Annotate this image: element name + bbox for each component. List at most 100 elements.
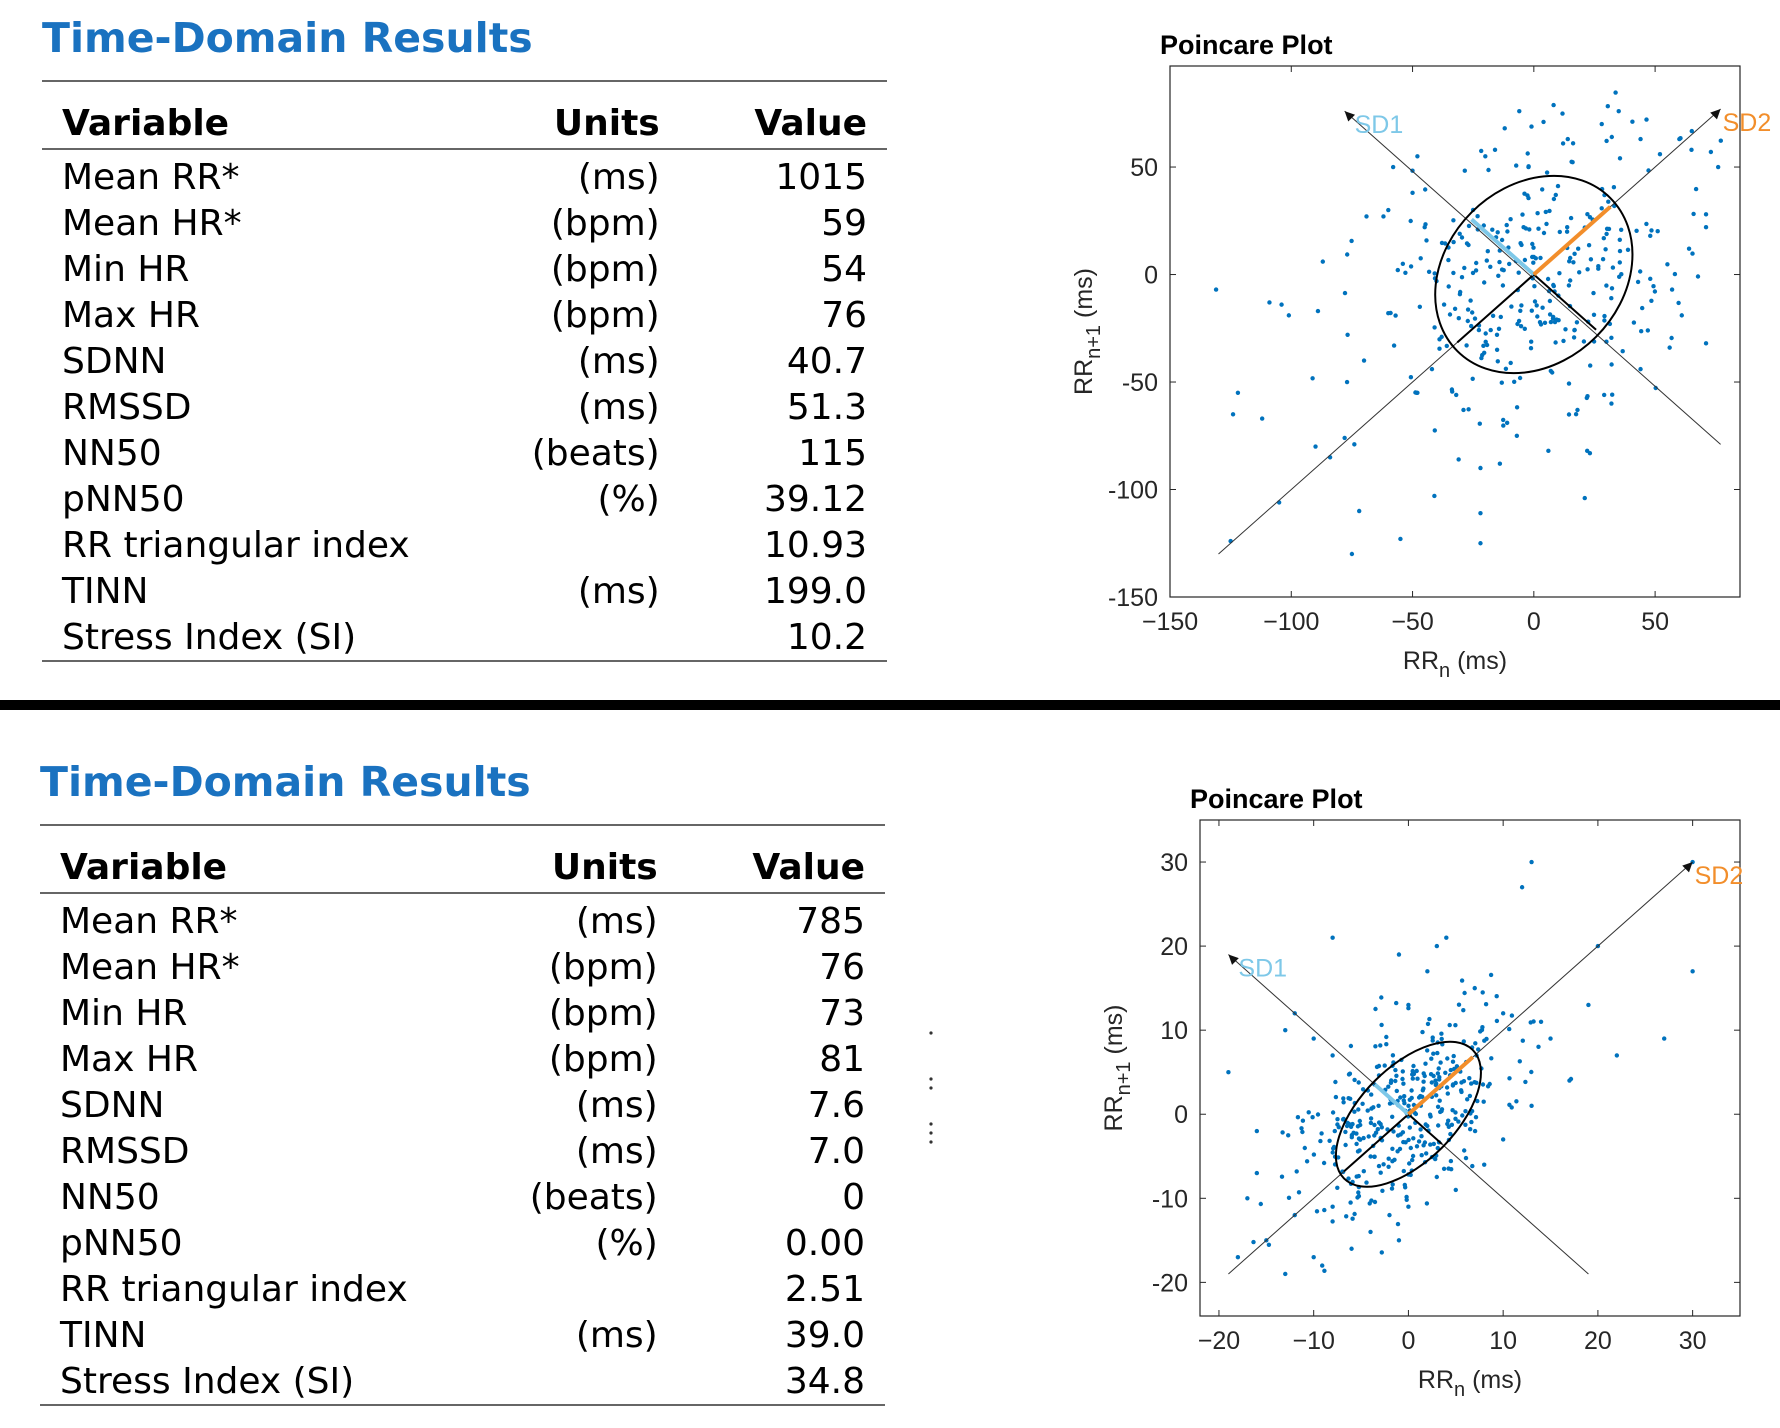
scatter-point [1396, 952, 1402, 957]
scatter-point [1407, 1125, 1412, 1130]
scatter-point [1456, 316, 1461, 321]
scatter-point [1606, 199, 1611, 204]
scatter-point [1384, 1034, 1389, 1040]
scatter-point [1472, 316, 1478, 321]
cell-units: (ms) [575, 1084, 658, 1126]
scatter-point [1354, 1131, 1359, 1136]
poincare-plot-chart: Poincare Plot −150 −100 −50 0 50 -150 -100 -50 0 5… [1070, 30, 1771, 682]
scatter-point [1456, 1119, 1461, 1124]
scatter-point [1480, 1025, 1485, 1030]
scatter-point [1459, 235, 1465, 240]
scatter-point [1435, 1145, 1440, 1151]
scatter-point [1588, 257, 1594, 262]
sd1-label: SD1 [1238, 955, 1287, 983]
cell-variable: TINN [60, 1314, 147, 1356]
scatter-point [1352, 1211, 1357, 1217]
cell-variable: Mean HR* [62, 202, 242, 244]
cell-value: 7.0 [807, 1130, 865, 1172]
scatter-point [1373, 1044, 1378, 1049]
scatter-point [1300, 1129, 1305, 1135]
scatter-point [1423, 187, 1428, 192]
scatter-point [1372, 1154, 1377, 1159]
scatter-point [1665, 262, 1670, 267]
results-table: Variable Units Value Mean RR* (ms) 785 Mean… [40, 824, 885, 1406]
scatter-point [1557, 271, 1562, 276]
scatter-point [1667, 345, 1672, 350]
scatter-point [1406, 1002, 1411, 1008]
scatter-point [1649, 298, 1654, 303]
x-tick-label: 50 [1641, 608, 1669, 636]
cell-value: 51.3 [786, 386, 867, 428]
scatter-point [1514, 1099, 1519, 1104]
cell-variable: SDNN [62, 340, 167, 382]
scatter-point [1446, 1118, 1451, 1123]
y-axis-label: RRn+1 (ms) [1100, 1005, 1135, 1132]
scatter-point [1617, 237, 1622, 242]
scatter-point [1447, 312, 1453, 317]
scatter-point [1386, 1084, 1391, 1089]
scatter-point [1499, 380, 1504, 385]
scatter-point [1571, 260, 1576, 265]
scatter-point [1609, 134, 1614, 140]
scatter-point [1367, 1201, 1372, 1206]
scatter-point [1425, 1048, 1430, 1053]
scatter-point [1364, 214, 1369, 219]
scatter-point [1426, 269, 1432, 274]
scatter-point [1568, 278, 1573, 283]
scatter-point [1436, 1066, 1441, 1071]
cell-units [430, 522, 680, 568]
scatter-point [1514, 405, 1520, 410]
scatter-point [1445, 1056, 1450, 1061]
scatter-point [1390, 1182, 1395, 1187]
x-tick-label: −50 [1391, 608, 1433, 636]
scatter-point [1437, 346, 1442, 351]
scatter-point [1649, 228, 1654, 233]
scatter-point [1462, 990, 1467, 996]
scatter-point [1638, 269, 1643, 274]
table-row: Stress Index (SI) 10.2 [42, 614, 887, 661]
scatter-point [1481, 1099, 1486, 1104]
chart-title: Poincare Plot [1190, 784, 1363, 814]
scatter-point [1617, 156, 1623, 161]
y-tick-label: 0 [1144, 262, 1158, 290]
y-tick-label: 50 [1130, 154, 1158, 182]
scatter-point [1335, 1117, 1340, 1122]
scatter-point [1450, 1059, 1456, 1064]
scatter-point [1478, 510, 1483, 516]
scatter-point [1459, 1089, 1464, 1095]
scatter-point [1461, 1008, 1466, 1013]
header-value: Value [679, 81, 887, 150]
scatter-point [1279, 302, 1284, 307]
scatter-point [1495, 230, 1500, 235]
scatter-point [1669, 287, 1675, 292]
scatter-point [1611, 185, 1617, 190]
scatter-point [1480, 990, 1485, 995]
scatter-point [1445, 1091, 1450, 1096]
table-row: SDNN (ms) 7.6 [40, 1082, 885, 1128]
scatter-point [1355, 1149, 1361, 1154]
scatter-point [1390, 1146, 1395, 1151]
scatter-point [1545, 276, 1551, 282]
cell-units: (ms) [577, 570, 660, 612]
table-row: NN50 (beats) 0 [40, 1174, 885, 1220]
scatter-point [1457, 231, 1462, 236]
scatter-point [1492, 147, 1498, 153]
scatter-point [1452, 306, 1458, 311]
scatter-points [1213, 90, 1723, 557]
scatter-point [1567, 259, 1572, 264]
scatter-point [1508, 217, 1513, 222]
scatter-point [1386, 311, 1391, 316]
results-panel-top: Time-Domain Results Variable Units Value… [0, 0, 1780, 700]
scatter-point [1574, 320, 1580, 325]
scatter-point [1448, 1158, 1454, 1164]
scatter-point [1436, 1123, 1441, 1128]
scatter-point [1557, 229, 1562, 235]
table-row: RMSSD (ms) 51.3 [42, 384, 887, 430]
scatter-point [1617, 248, 1623, 254]
scatter-point [1645, 328, 1651, 333]
scatter-point [1415, 390, 1420, 395]
scatter-point [1462, 265, 1467, 271]
scatter-point [1504, 222, 1509, 228]
scatter-point [1401, 1139, 1406, 1145]
scatter-point [1553, 192, 1558, 198]
